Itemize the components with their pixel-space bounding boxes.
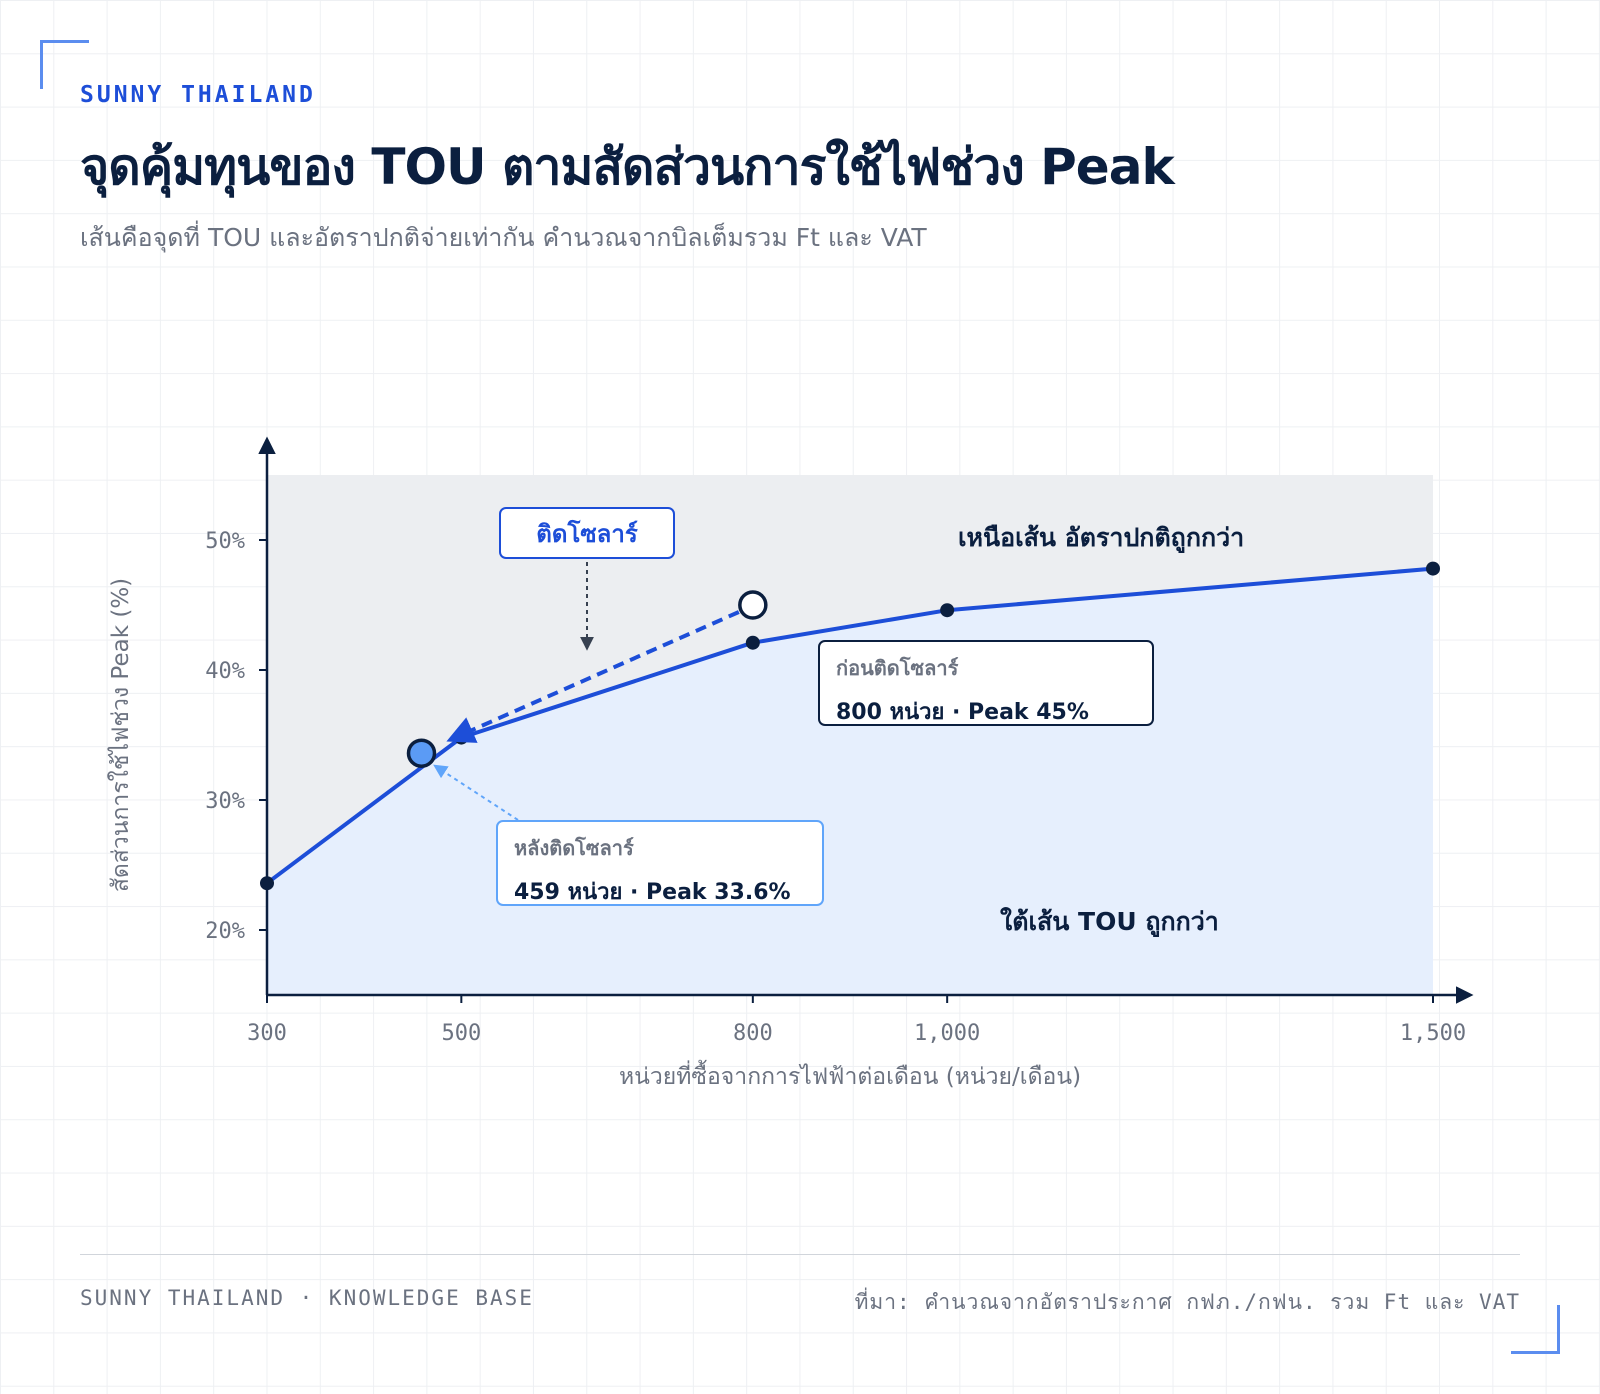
- before-point: [738, 590, 768, 620]
- after-callout-arrow: [433, 764, 519, 821]
- y-axis-label: สัดส่วนการใช้ไฟช่วง Peak (%): [107, 578, 134, 892]
- x-tick-label: 300: [247, 1021, 287, 1046]
- after-point: [406, 738, 437, 768]
- region-above-fill: [267, 475, 1433, 884]
- corner-decoration-bottom-right: [1511, 1305, 1560, 1354]
- y-tick-label: 50%: [205, 529, 245, 554]
- footer-brand: SUNNY THAILAND · KNOWLEDGE BASE: [80, 1286, 534, 1310]
- after-solar-callout: หลังติดโซลาร์ 459 หน่วย · Peak 33.6%: [496, 820, 824, 906]
- move-arrow: [446, 610, 740, 743]
- x-tick-label: 1,500: [1400, 1021, 1466, 1046]
- series-point: [940, 603, 955, 618]
- x-tick-label: 500: [441, 1021, 481, 1046]
- series-point: [1426, 561, 1440, 576]
- x-axis-label: หน่วยที่ซื้อจากการไฟฟ้าต่อเดือน (หน่วย/เ…: [619, 1060, 1081, 1090]
- y-tick-label: 20%: [205, 919, 245, 944]
- brand-label: SUNNY THAILAND: [80, 82, 316, 108]
- before-solar-callout: ก่อนติดโซลาร์ 800 หน่วย · Peak 45%: [818, 640, 1154, 726]
- footer-divider: [80, 1254, 1520, 1255]
- before-solar-value: 800 หน่วย · Peak 45%: [836, 700, 1089, 725]
- y-tick-label: 40%: [205, 659, 245, 684]
- page-subtitle: เส้นคือจุดที่ TOU และอัตราปกติจ่ายเท่ากั…: [80, 223, 927, 252]
- y-tick-label: 30%: [205, 789, 245, 814]
- solar-callout-label: ติดโซลาร์: [536, 519, 638, 548]
- before-solar-title: ก่อนติดโซลาร์: [836, 656, 959, 680]
- x-tick-label: 1,000: [914, 1021, 980, 1046]
- region-above-label: เหนือเส้น อัตราปกติถูกกว่า: [958, 523, 1245, 552]
- x-tick-label: 800: [733, 1021, 773, 1046]
- series-point: [745, 635, 760, 650]
- solar-callout: ติดโซลาร์: [499, 507, 675, 559]
- breakeven-chart: 300 500 800 1,000 1,500 20% 30% 40% 50% หน่วยที่ซ…: [107, 436, 1474, 1090]
- footer-source: ที่มา: คำนวณจากอัตราประกาศ กฟภ./กฟน. รวม…: [854, 1290, 1520, 1314]
- series-point: [260, 876, 274, 891]
- after-solar-value: 459 หน่วย · Peak 33.6%: [514, 880, 791, 905]
- after-solar-title: หลังติดโซลาร์: [514, 836, 634, 860]
- region-below-label: ใต้เส้น TOU ถูกกว่า: [1000, 907, 1219, 936]
- corner-decoration-top-left: [40, 40, 89, 89]
- page-title: จุดคุ้มทุนของ TOU ตามสัดส่วนการใช้ไฟช่วง…: [80, 138, 1175, 196]
